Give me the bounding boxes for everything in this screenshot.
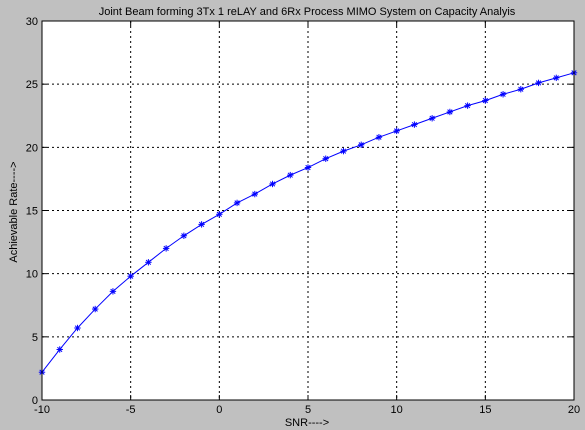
y-axis-label: Achievable Rate----> (8, 161, 20, 262)
data-point-marker (447, 109, 453, 115)
data-point-marker (163, 245, 169, 251)
data-point-marker (110, 288, 116, 294)
data-point-marker (323, 156, 329, 162)
data-point-marker (553, 75, 559, 81)
data-point-marker (482, 97, 488, 103)
chart-title: Joint Beam forming 3Tx 1 reLAY and 6Rx P… (99, 6, 516, 18)
data-point-marker (411, 121, 417, 127)
data-point-marker (500, 91, 506, 97)
data-point-marker (198, 221, 204, 227)
data-point-marker (376, 134, 382, 140)
data-point-marker (145, 259, 151, 265)
x-tick-label: 15 (479, 404, 491, 416)
data-point-marker (340, 148, 346, 154)
y-tick-label: 10 (26, 269, 38, 281)
data-point-marker (92, 306, 98, 312)
y-tick-label: 15 (26, 206, 38, 218)
x-tick-label: 5 (305, 404, 311, 416)
data-point-marker (252, 191, 258, 197)
x-tick-label: 10 (391, 404, 403, 416)
data-point-marker (57, 346, 63, 352)
y-tick-label: 30 (26, 16, 38, 28)
data-point-marker (518, 86, 524, 92)
data-point-marker (74, 325, 80, 331)
x-axis-label: SNR----> (285, 417, 329, 429)
data-point-marker (464, 102, 470, 108)
x-tick-label: -5 (126, 404, 136, 416)
data-point-marker (181, 233, 187, 239)
data-point-marker (269, 181, 275, 187)
y-tick-label: 0 (32, 395, 38, 407)
data-point-marker (429, 115, 435, 121)
x-tick-label: 0 (216, 404, 222, 416)
data-point-marker (535, 80, 541, 86)
data-point-marker (305, 164, 311, 170)
x-tick-label: 20 (568, 404, 580, 416)
y-tick-label: 25 (26, 79, 38, 91)
data-point-marker (393, 128, 399, 134)
data-point-marker (127, 273, 133, 279)
y-tick-label: 5 (32, 332, 38, 344)
data-point-marker (358, 142, 364, 148)
data-point-marker (287, 172, 293, 178)
y-tick-label: 20 (26, 142, 38, 154)
data-point-marker (216, 211, 222, 217)
data-point-marker (234, 200, 240, 206)
